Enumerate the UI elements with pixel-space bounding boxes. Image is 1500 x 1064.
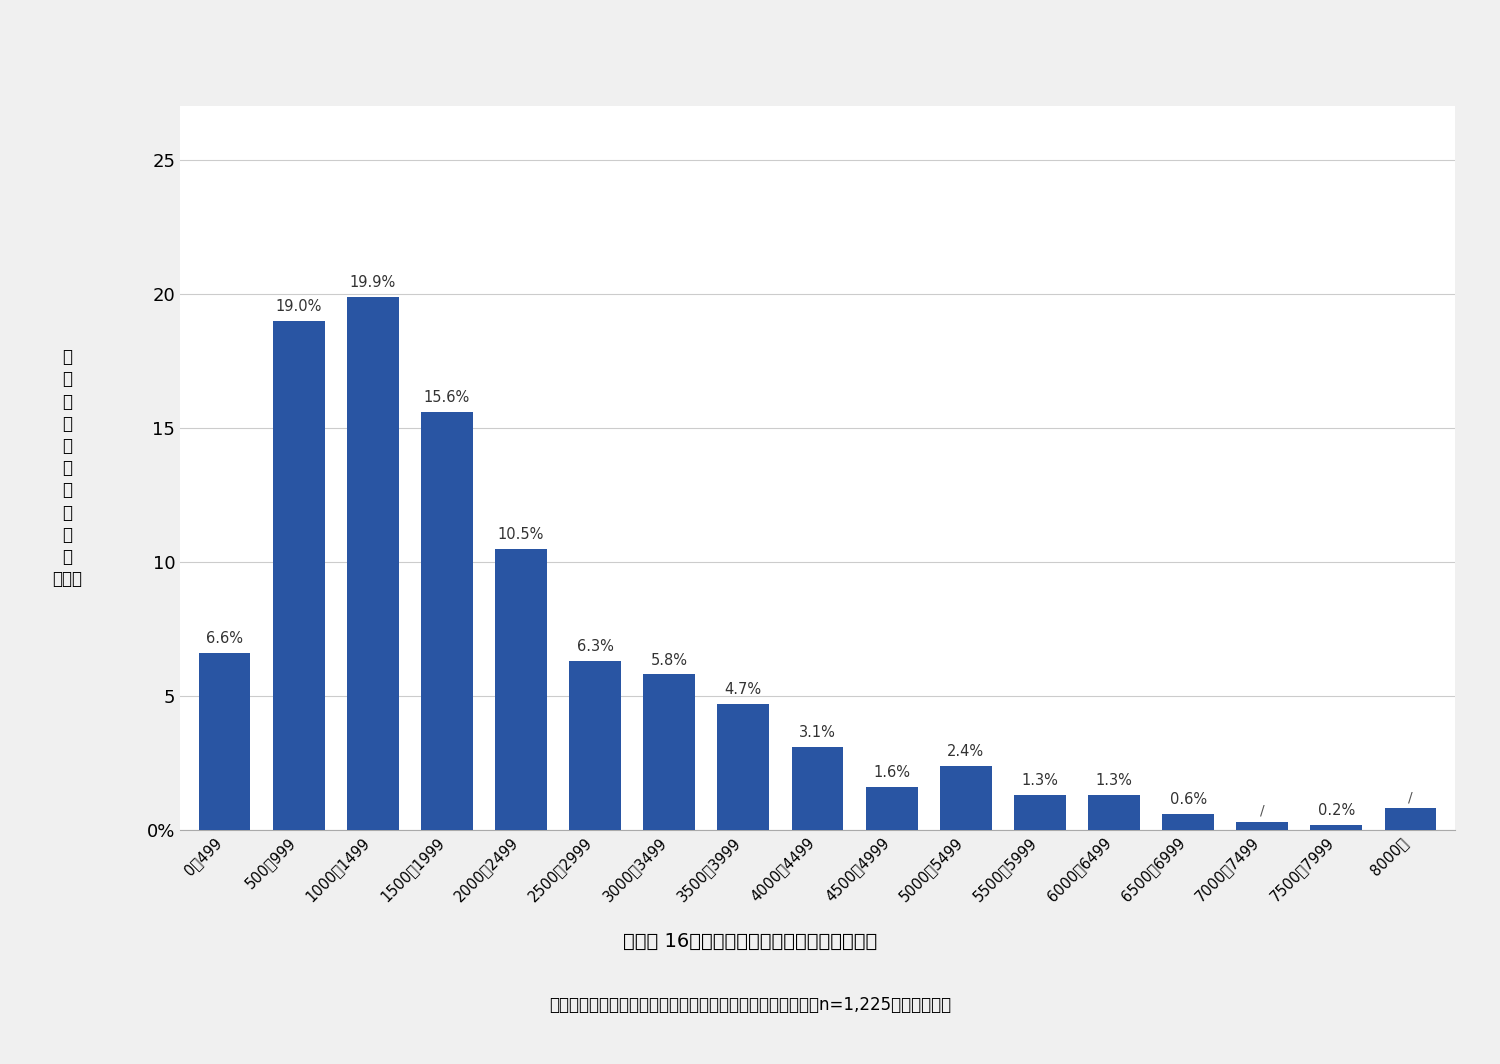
Text: グラプ 16：人的資本についての記載の文字数: グラプ 16：人的資本についての記載の文字数 xyxy=(622,932,878,951)
Bar xyxy=(198,653,250,830)
Bar xyxy=(273,320,324,830)
Text: /: / xyxy=(1260,804,1264,818)
Bar xyxy=(346,297,399,830)
Text: 1.3%: 1.3% xyxy=(1095,774,1132,788)
Bar xyxy=(495,549,548,830)
Text: 15.6%: 15.6% xyxy=(423,390,470,405)
Text: 5.8%: 5.8% xyxy=(651,653,687,668)
Text: 6.6%: 6.6% xyxy=(206,631,243,646)
Bar xyxy=(1014,795,1066,830)
Text: 19.0%: 19.0% xyxy=(276,299,322,314)
Bar xyxy=(1311,825,1362,830)
Bar xyxy=(940,766,992,830)
Text: /: / xyxy=(1408,791,1413,804)
Bar xyxy=(568,661,621,830)
Text: （「サステナビリティに関する考え方及び取組」の分析）（n=1,225）　单位：％: （「サステナビリティに関する考え方及び取組」の分析）（n=1,225） 单位：％ xyxy=(549,997,951,1014)
Text: 1.6%: 1.6% xyxy=(873,765,910,780)
Text: 4.7%: 4.7% xyxy=(724,682,762,697)
Bar xyxy=(1236,821,1288,830)
Text: 2.4%: 2.4% xyxy=(946,744,984,759)
Bar xyxy=(1162,814,1214,830)
Bar xyxy=(422,412,472,830)
Text: 0.6%: 0.6% xyxy=(1170,792,1206,808)
Bar xyxy=(1384,809,1437,830)
Bar xyxy=(644,675,694,830)
Bar xyxy=(865,787,918,830)
Text: 10.5%: 10.5% xyxy=(498,527,544,542)
Text: 調
査
企
業
に
占
め
る
割
合
（％）: 調 査 企 業 に 占 め る 割 合 （％） xyxy=(53,348,82,588)
Text: 6.3%: 6.3% xyxy=(576,639,614,654)
Text: 3.1%: 3.1% xyxy=(800,726,836,741)
Text: 1.3%: 1.3% xyxy=(1022,774,1059,788)
Bar xyxy=(1088,795,1140,830)
Text: 0.2%: 0.2% xyxy=(1318,803,1354,818)
Bar xyxy=(792,747,843,830)
Bar xyxy=(717,704,770,830)
Text: 19.9%: 19.9% xyxy=(350,275,396,290)
